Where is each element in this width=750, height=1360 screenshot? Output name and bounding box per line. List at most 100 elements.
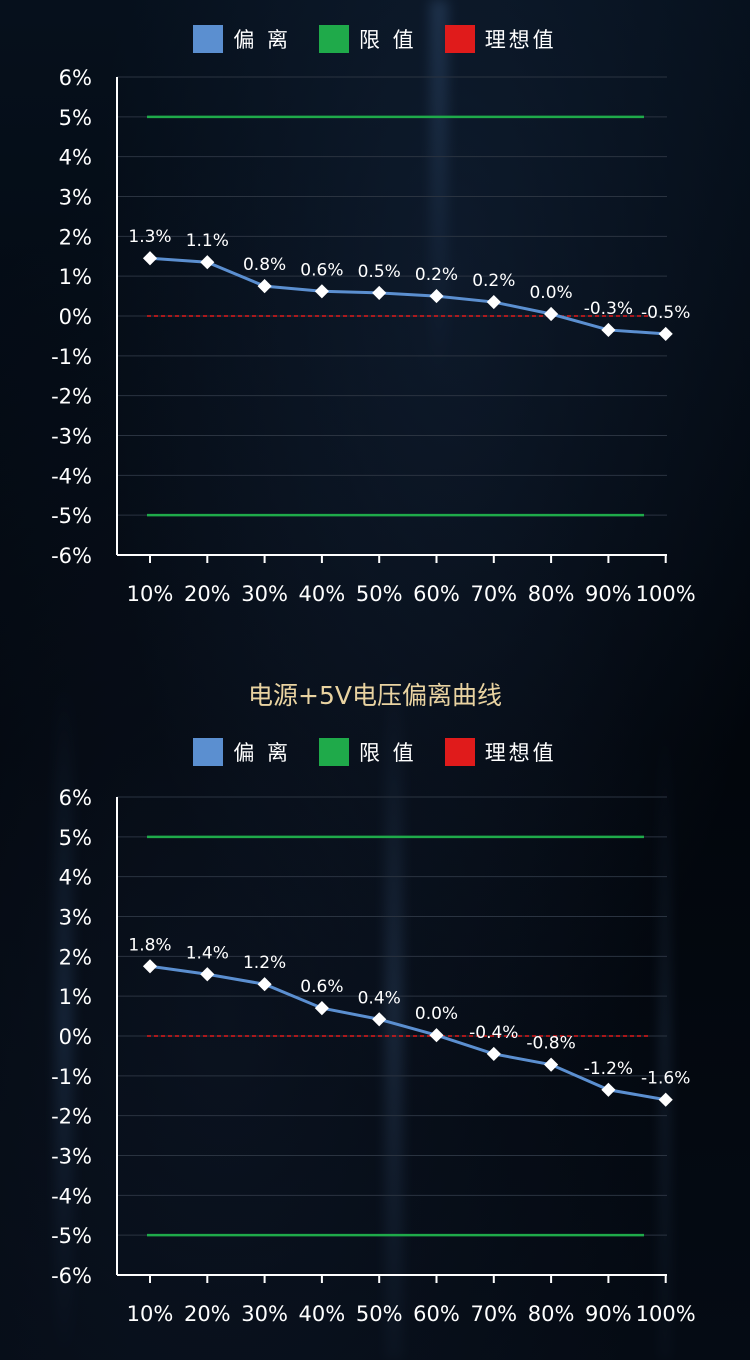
y-tick-label: 0% xyxy=(59,305,92,329)
x-tick-label: 100% xyxy=(636,582,696,606)
data-label: 1.1% xyxy=(186,231,229,251)
chart-1: 6% 5% 4% 3% 2% 1% 0% -1% -2% -3% -4% -5% -6% 10% 20% 30… xyxy=(51,66,696,606)
x-tick-label: 40% xyxy=(299,582,346,606)
legend-item-deviation[interactable]: 偏 离 xyxy=(193,737,291,767)
data-point-marker xyxy=(486,1046,501,1061)
y-tick-label: 6% xyxy=(59,786,92,810)
data-label: 0.6% xyxy=(300,260,343,280)
y-tick-label: -1% xyxy=(51,345,92,369)
y-tick-label: -3% xyxy=(51,425,92,449)
data-point-marker xyxy=(429,1028,444,1043)
data-label: -0.5% xyxy=(641,303,690,323)
data-point-marker xyxy=(601,1082,616,1097)
y-tick-label: -6% xyxy=(51,544,92,568)
legend-label-deviation: 偏 离 xyxy=(233,28,291,52)
y-tick-label: -2% xyxy=(51,1105,92,1129)
data-point-marker xyxy=(544,1057,559,1072)
data-point-marker xyxy=(314,284,329,299)
data-point-marker xyxy=(601,322,616,338)
data-label: 0.6% xyxy=(300,977,343,997)
data-label: 0.2% xyxy=(415,265,458,285)
legend-swatch-limit xyxy=(319,738,349,766)
legend-swatch-ideal xyxy=(444,25,475,53)
data-point-marker xyxy=(314,1001,329,1016)
legend-item-ideal[interactable]: 理想值 xyxy=(444,737,557,767)
legend-label-limit: 限 值 xyxy=(359,741,417,765)
legend-swatch-ideal xyxy=(444,738,475,766)
deviation-line xyxy=(149,964,666,1102)
y-tick-label: 2% xyxy=(59,225,92,249)
data-point-marker xyxy=(257,279,272,294)
chart-1-legend: 偏 离 限 值 理想值 xyxy=(0,24,750,54)
data-label: 1.2% xyxy=(243,953,286,973)
data-label: -1.2% xyxy=(584,1059,633,1079)
x-tick-label: 30% xyxy=(241,582,288,606)
y-tick-label: -3% xyxy=(51,1145,92,1169)
legend-label-limit: 限 值 xyxy=(359,28,417,52)
data-label: 0.2% xyxy=(472,271,515,291)
chart-2: 6% 5% 4% 3% 2% 1% 0% -1% -2% -3% -4% -5% -6% 10% 20% 30… xyxy=(51,786,696,1326)
x-tick-label: 60% xyxy=(413,1302,460,1326)
background-light-streak xyxy=(660,720,670,1360)
x-tick-label: 80% xyxy=(528,1302,575,1326)
data-label: 0.4% xyxy=(358,988,401,1008)
y-tick-label: 0% xyxy=(59,1025,92,1049)
y-tick-label: 4% xyxy=(59,866,92,890)
data-label: -0.4% xyxy=(469,1023,518,1043)
data-label: -0.8% xyxy=(526,1034,575,1054)
x-tick-label: 50% xyxy=(356,582,403,606)
y-tick-label: 1% xyxy=(59,985,92,1009)
x-tick-label: 20% xyxy=(184,582,231,606)
data-label: 1.4% xyxy=(186,943,229,963)
y-tick-label: -5% xyxy=(51,504,92,528)
y-tick-label: 6% xyxy=(59,66,92,90)
x-tick-label: 10% xyxy=(127,582,174,606)
y-tick-label: 3% xyxy=(59,906,92,930)
legend-swatch-deviation xyxy=(193,738,224,766)
background-light-streak xyxy=(385,660,403,1360)
data-label: 0.0% xyxy=(415,1004,458,1024)
x-tick-label: 90% xyxy=(585,582,632,606)
y-tick-label: -6% xyxy=(51,1264,92,1288)
y-tick-label: -2% xyxy=(51,385,92,409)
chart-2-legend: 偏 离 限 值 理想值 xyxy=(0,737,750,767)
y-tick-label: 2% xyxy=(59,945,92,969)
data-label: -1.6% xyxy=(641,1069,690,1089)
data-point-marker xyxy=(372,285,387,300)
data-point-marker xyxy=(200,967,215,982)
y-tick-label: 4% xyxy=(59,146,92,170)
data-label: 1.8% xyxy=(128,935,171,955)
data-label: 0.5% xyxy=(358,262,401,282)
legend-label-deviation: 偏 离 xyxy=(233,741,291,765)
y-tick-label: -4% xyxy=(51,1184,92,1208)
legend-label-ideal: 理想值 xyxy=(484,28,557,52)
data-point-marker xyxy=(200,255,215,270)
x-tick-label: 70% xyxy=(470,1302,517,1326)
legend-item-limit[interactable]: 限 值 xyxy=(319,737,417,767)
chart-2-title: 电源+5V电压偏离曲线 xyxy=(248,681,502,710)
y-tick-label: -4% xyxy=(51,464,92,488)
deviation-line xyxy=(149,256,666,336)
legend-swatch-deviation xyxy=(193,25,224,53)
x-tick-label: 60% xyxy=(413,582,460,606)
data-point-marker xyxy=(257,977,272,992)
x-tick-label: 50% xyxy=(356,1302,403,1326)
legend-item-deviation[interactable]: 偏 离 xyxy=(193,24,291,54)
legend-item-limit[interactable]: 限 值 xyxy=(319,24,417,54)
data-point-marker xyxy=(486,294,501,310)
x-tick-label: 10% xyxy=(127,1302,174,1326)
data-point-marker xyxy=(544,306,559,322)
y-tick-label: -1% xyxy=(51,1065,92,1089)
data-point-marker xyxy=(142,251,158,266)
y-tick-label: 5% xyxy=(59,106,92,130)
legend-item-ideal[interactable]: 理想值 xyxy=(444,24,557,54)
y-tick-label: -5% xyxy=(51,1224,92,1248)
x-tick-label: 80% xyxy=(528,582,575,606)
data-point-marker xyxy=(372,1012,387,1027)
x-tick-label: 70% xyxy=(470,582,517,606)
legend-label-ideal: 理想值 xyxy=(484,741,557,765)
y-tick-label: 5% xyxy=(59,826,92,850)
y-tick-label: 3% xyxy=(59,186,92,210)
data-point-marker xyxy=(429,289,444,304)
